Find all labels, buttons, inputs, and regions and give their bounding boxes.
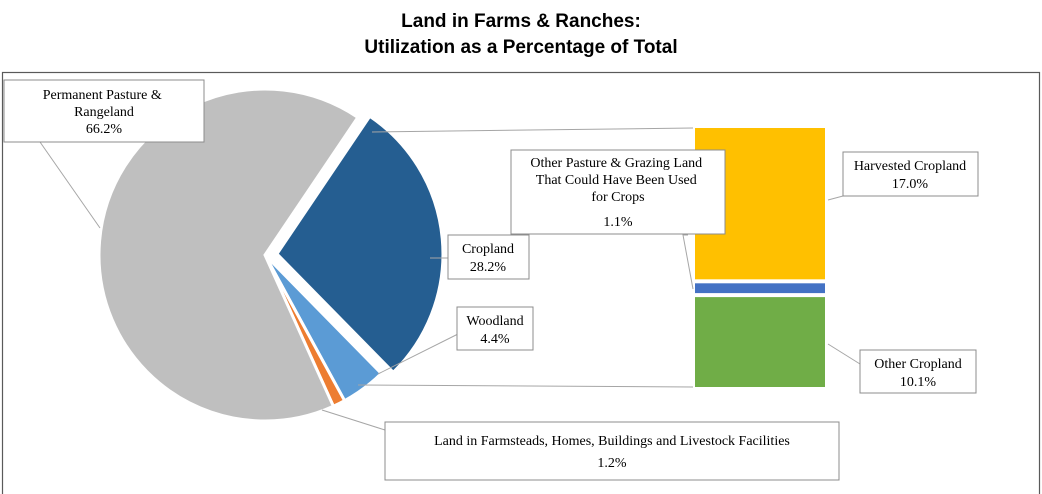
chart-subtitle: Utilization as a Percentage of Total [364, 37, 677, 58]
value-farmsteads: 1.2% [597, 456, 627, 471]
svg-text:Permanent Pasture & Rang: Permanent Pasture & Rangeland [43, 88, 165, 120]
data-label-farmsteads: Land in Farmsteads, Homes, Buildings and… [384, 421, 840, 481]
data-label-cropland: Cropland 28.2% [447, 234, 530, 280]
label-other-pasture-line2: That Could Have Been Used [536, 173, 697, 188]
data-label-other-pasture: Other Pasture & Grazing Land That Could … [510, 149, 726, 235]
value-other-cropland: 10.1% [900, 375, 937, 390]
plot-frame [1, 71, 1041, 494]
pie [97, 87, 445, 423]
data-label-other-cropland: Other Cropland 10.1% [859, 349, 977, 394]
data-label-woodland: Woodland 4.4% [456, 306, 534, 351]
bar-other-cropland [695, 297, 825, 387]
label-other-cropland: Other Cropland [874, 357, 961, 372]
leader-harvested [827, 195, 844, 201]
connector-line-bottom [357, 384, 694, 388]
label-pasture-line2: Rangeland [74, 105, 134, 120]
data-label-pasture: Permanent Pasture & Rangeland 66.2% [3, 79, 205, 143]
leader-pasture [39, 141, 101, 229]
label-harvested: Harvested Cropland [854, 159, 966, 174]
data-label-harvested: Harvested Cropland 17.0% [842, 151, 979, 197]
value-harvested: 17.0% [892, 177, 929, 192]
leader-woodland [377, 333, 459, 375]
slice-cropland [275, 114, 445, 375]
leader-other-pasture [682, 234, 694, 290]
value-cropland: 28.2% [470, 260, 507, 275]
svg-text:Other Pasture & Grazing Land: Other Pasture & Grazing Land That Could … [530, 156, 705, 205]
leader-other-cropland [827, 343, 861, 365]
value-woodland: 4.4% [480, 332, 510, 347]
label-farmsteads: Land in Farmsteads, Homes, Buildings and… [434, 434, 790, 449]
value-pasture: 66.2% [86, 122, 123, 137]
leader-farmsteads [321, 409, 386, 431]
connector-line-top [371, 127, 694, 133]
value-other-pasture: 1.1% [603, 215, 633, 230]
label-pasture-line1: Permanent Pasture & [43, 88, 162, 103]
slice-pasture [97, 87, 360, 423]
bar-other-pasture [695, 283, 825, 294]
label-cropland: Cropland [462, 242, 514, 257]
label-woodland: Woodland [466, 314, 523, 329]
chart-title: Land in Farms & Ranches: [401, 11, 641, 32]
label-other-pasture-line3: for Crops [591, 190, 644, 205]
label-other-pasture-line1: Other Pasture & Grazing Land [530, 156, 702, 171]
